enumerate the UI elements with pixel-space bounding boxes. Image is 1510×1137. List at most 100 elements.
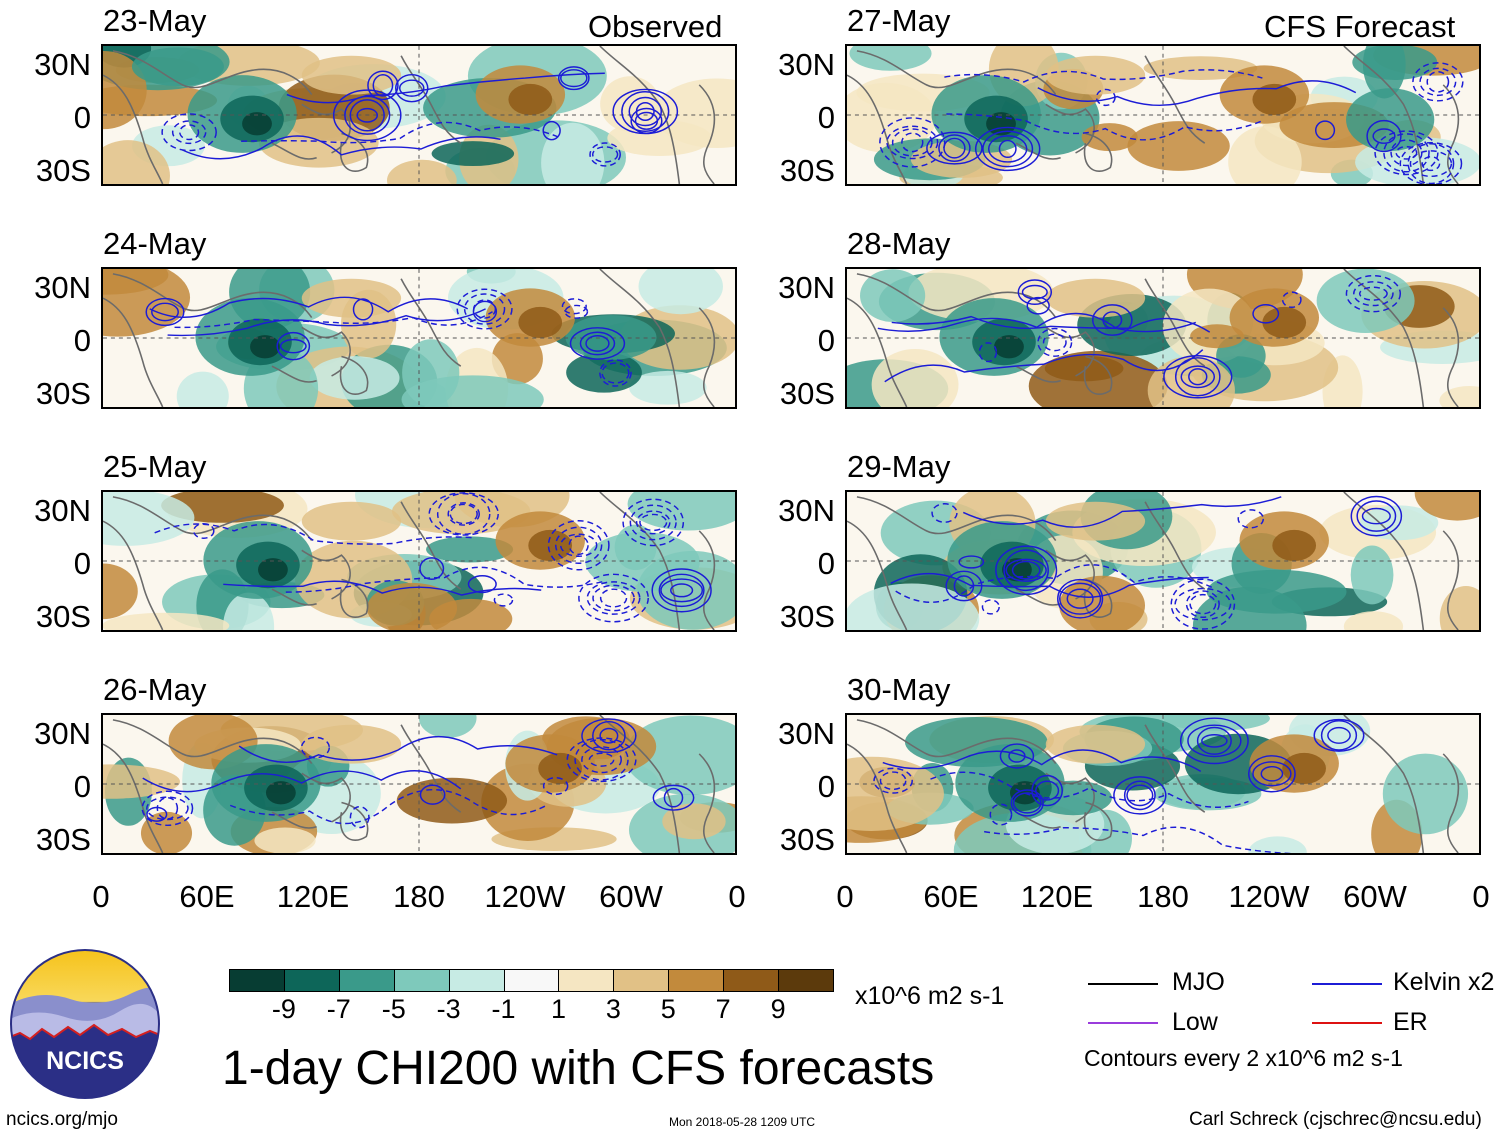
chi200-anomaly-area [847, 583, 980, 630]
chi200-anomaly-area [301, 501, 402, 541]
legend-er-label: ER [1393, 1008, 1428, 1036]
coastline [1442, 530, 1460, 630]
kelvin-contour [349, 99, 385, 132]
observed-title: Observed [588, 9, 723, 44]
kelvin-contour [557, 66, 590, 91]
panel-date-25-may: 25-May [103, 449, 207, 484]
kelvin-contour [591, 146, 619, 163]
kelvin-contour [179, 124, 200, 141]
kelvin-contour [419, 557, 445, 580]
kelvin-contour [367, 70, 399, 101]
kelvin-contour [628, 96, 663, 127]
coastline [271, 142, 317, 160]
kelvin-contour [886, 125, 939, 160]
kelvin-contour [276, 331, 311, 361]
chi200-anomaly-area [426, 536, 514, 563]
coastline [847, 743, 908, 853]
kelvin-contour [167, 308, 486, 337]
coastline [1015, 365, 1061, 383]
colorbar-segment [613, 969, 670, 992]
chi200-anomaly-area [103, 140, 170, 184]
kelvin-contour [1174, 587, 1232, 621]
coastline [1015, 142, 1061, 160]
chi200-anomaly-area [402, 339, 460, 407]
coastline [856, 719, 1057, 765]
chi200-anomaly-area [103, 764, 180, 799]
lat-label: 0 [73, 100, 91, 135]
ncics-logo[interactable]: NCICS [10, 949, 160, 1099]
kelvin-contour [879, 117, 946, 168]
kelvin-contour [1252, 761, 1292, 787]
kelvin-contour [944, 69, 1263, 83]
kelvin-contour [1010, 789, 1044, 817]
kelvin-contour [1395, 145, 1418, 160]
coastline [339, 578, 369, 618]
kelvin-contour [1320, 720, 1358, 751]
colorbar-segment [723, 969, 780, 992]
chi200-anomaly-area [1382, 753, 1469, 835]
chi200-anomaly-area [607, 120, 712, 157]
kelvin-contour [1409, 150, 1453, 178]
kelvin-contour [156, 796, 179, 820]
chi200-anomaly-area [1045, 724, 1146, 764]
legend-low-label: Low [1172, 1008, 1218, 1036]
kelvin-contour [467, 575, 497, 594]
chi200-anomaly-area [367, 582, 458, 630]
kelvin-contour [663, 787, 684, 808]
colorbar-units: x10^6 m2 s-1 [855, 982, 1005, 1010]
lon-label: 0 [728, 879, 746, 914]
colorbar-tick-label: 5 [660, 994, 676, 1024]
kelvin-contour [285, 566, 605, 593]
chi200-anomaly-area [1163, 715, 1270, 731]
chi200-anomaly-area [566, 352, 642, 393]
kelvin-contour [1327, 726, 1351, 744]
kelvin-contour [879, 771, 907, 791]
lat-label: 0 [73, 323, 91, 358]
map-panel-25-may [101, 490, 737, 632]
kelvin-contour [1035, 780, 1060, 801]
colorbar-tick-label: -5 [381, 994, 406, 1024]
kelvin-contour [1017, 279, 1053, 306]
kelvin-contour [890, 572, 1209, 598]
colorbar-segment [229, 969, 285, 992]
coastline [1442, 307, 1460, 407]
kelvin-contour [1012, 792, 1042, 814]
colorbar-segment [448, 969, 505, 992]
kelvin-contour [1383, 133, 1430, 173]
kelvin-contour [1185, 590, 1220, 618]
kelvin-contour [877, 312, 1197, 333]
coastline [112, 50, 313, 96]
kelvin-contour [564, 304, 589, 319]
colorbar-tick-label: 3 [605, 994, 621, 1024]
kelvin-contour [579, 331, 616, 356]
kelvin-contour [1260, 765, 1284, 782]
kelvin-contour [349, 806, 370, 829]
chi200-anomaly-area [638, 269, 723, 315]
chi200-anomaly-area [258, 558, 288, 582]
chi200-anomaly-area [1262, 306, 1307, 338]
kelvin-contour [372, 74, 394, 97]
logo-text: NCICS [46, 1047, 124, 1075]
kelvin-contour [621, 91, 670, 132]
kelvin-contour [146, 796, 189, 821]
map-panel-27-may [845, 44, 1481, 186]
kelvin-contour [670, 583, 694, 598]
kelvin-contour [581, 718, 637, 754]
coastline [698, 530, 716, 630]
footer-timestamp: Mon 2018-05-28 1209 UTC [669, 1115, 816, 1129]
coastline [698, 307, 716, 407]
footer-url[interactable]: ncics.org/mjo [6, 1109, 118, 1130]
kelvin-contour [472, 300, 498, 323]
kelvin-contour [1126, 784, 1154, 807]
kelvin-contour [463, 293, 506, 325]
chi200-anomaly-area [994, 335, 1024, 359]
kelvin-contour [419, 784, 446, 805]
kelvin-contour [931, 503, 958, 523]
kelvin-contour [581, 746, 622, 774]
kelvin-contour [1179, 717, 1249, 765]
chi200-anomaly-area [860, 269, 926, 322]
chi200-anomaly-area [1045, 278, 1146, 318]
chi200-anomaly-area [538, 752, 582, 784]
lat-label: 30N [778, 47, 835, 82]
kelvin-contour [568, 535, 589, 556]
